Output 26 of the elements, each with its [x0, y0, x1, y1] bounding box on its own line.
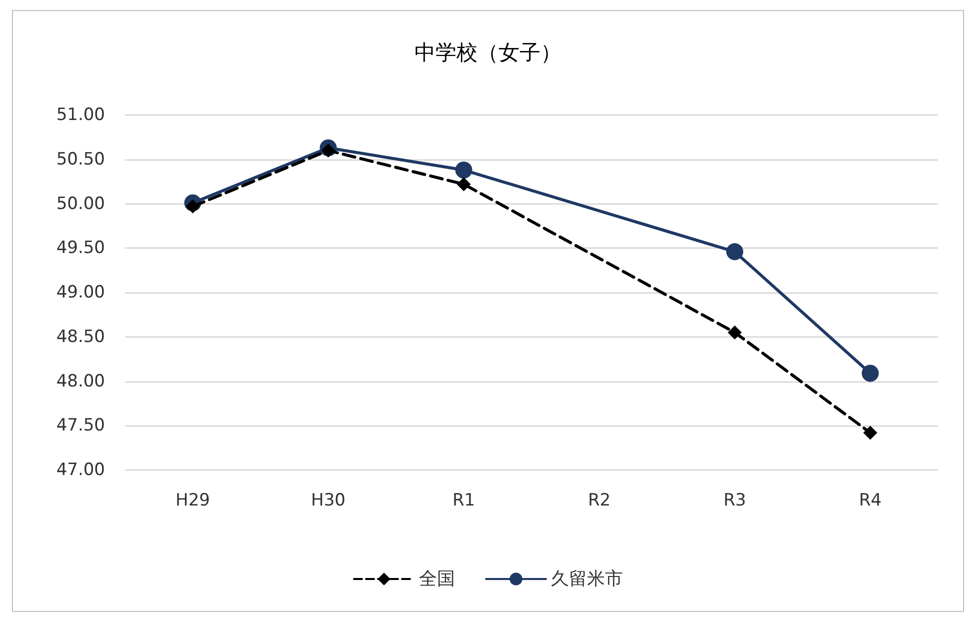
point	[862, 364, 879, 382]
point	[863, 426, 878, 440]
point	[728, 325, 742, 340]
y-tick-label: 48.50	[56, 326, 105, 347]
x-tick-label: R3	[723, 490, 746, 510]
y-tick-label: 51.00	[56, 105, 105, 125]
x-tick-label: H29	[176, 490, 210, 510]
x-tick-label: H30	[311, 490, 346, 510]
x-tick-label: R4	[858, 490, 882, 510]
point	[321, 144, 336, 158]
y-tick-label: 47.50	[56, 416, 105, 436]
legend-label: 全国	[419, 568, 455, 590]
y-tick-label: 48.00	[56, 371, 105, 392]
x-tick-label: R1	[452, 490, 476, 510]
x-tick-label: R2	[588, 490, 611, 510]
point	[726, 243, 744, 260]
point	[455, 162, 472, 179]
y-tick-label: 49.00	[56, 282, 105, 302]
y-tick-label: 47.00	[56, 460, 105, 480]
point	[186, 199, 200, 214]
y-tick-label: 50.50	[56, 149, 105, 170]
chart-title: 中学校（女子）	[414, 40, 562, 64]
y-tick-label: 49.50	[56, 238, 105, 258]
legend-label: 久留米市	[551, 568, 623, 590]
y-tick-label: 50.00	[56, 194, 105, 214]
point	[456, 177, 471, 192]
